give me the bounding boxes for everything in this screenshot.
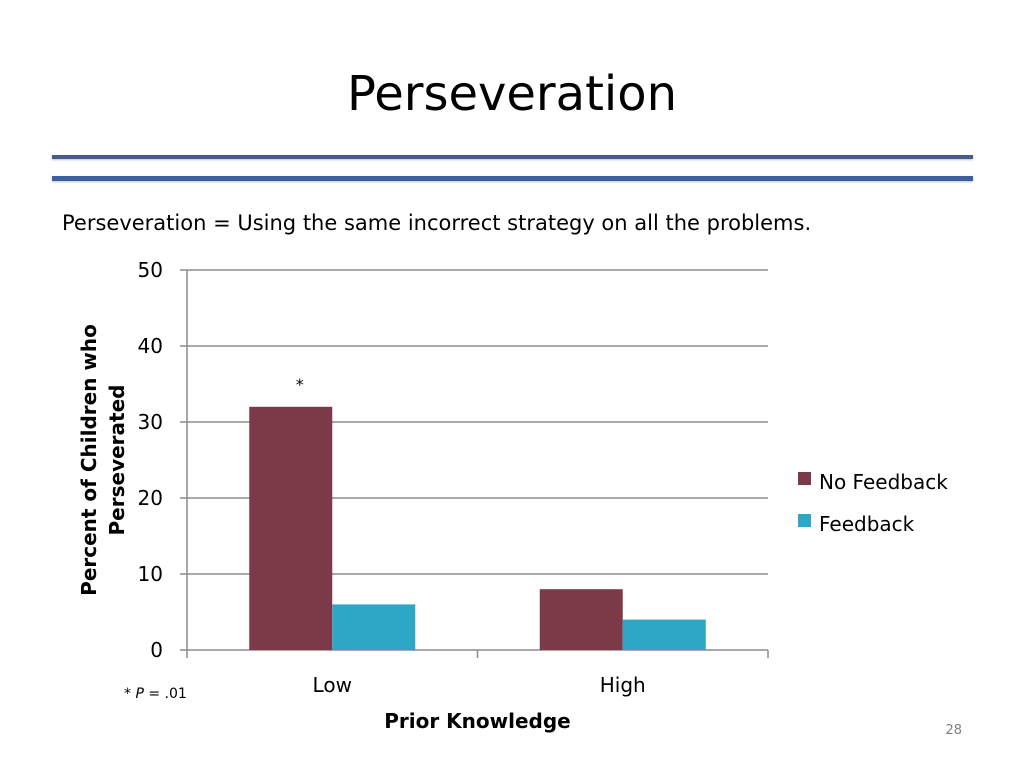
y-tick-label: 40 [138, 334, 163, 358]
footnote-part: = .01 [144, 686, 187, 702]
y-tick-label: 30 [138, 410, 163, 434]
y-tick-label: 20 [138, 486, 163, 510]
bar-no-feedback-low [249, 406, 333, 650]
bar-feedback-high [622, 619, 706, 650]
legend-swatch [798, 472, 811, 485]
footnote-part: P [135, 686, 144, 702]
title-divider-bottom [52, 176, 973, 181]
x-axis-label: Prior Knowledge [384, 709, 571, 733]
y-axis-label-line: Percent of Children who [77, 324, 101, 596]
footnote-part: * [124, 686, 135, 702]
y-tick-label: 0 [150, 638, 163, 662]
title-divider-top [52, 155, 973, 159]
slide-title: Perseveration [346, 66, 678, 122]
y-tick-label: 10 [138, 562, 163, 586]
significance-footnote: * P = .01 [124, 686, 187, 702]
page-number: 28 [945, 723, 962, 738]
significance-marker: * [296, 375, 304, 394]
y-axis-label-line: Perseverated [105, 385, 129, 536]
y-axis-label: Percent of Children who Perseverated [77, 324, 129, 596]
legend-label: No Feedback [819, 470, 948, 494]
x-tick-label: Low [313, 673, 352, 697]
y-tick-label: 50 [138, 258, 163, 282]
definition-text: Perseveration = Using the same incorrect… [62, 211, 812, 235]
legend-swatch [798, 514, 811, 527]
legend-label: Feedback [819, 512, 915, 536]
bar-feedback-low [332, 604, 416, 650]
bar-no-feedback-high [539, 589, 623, 650]
x-tick-label: High [600, 673, 646, 697]
